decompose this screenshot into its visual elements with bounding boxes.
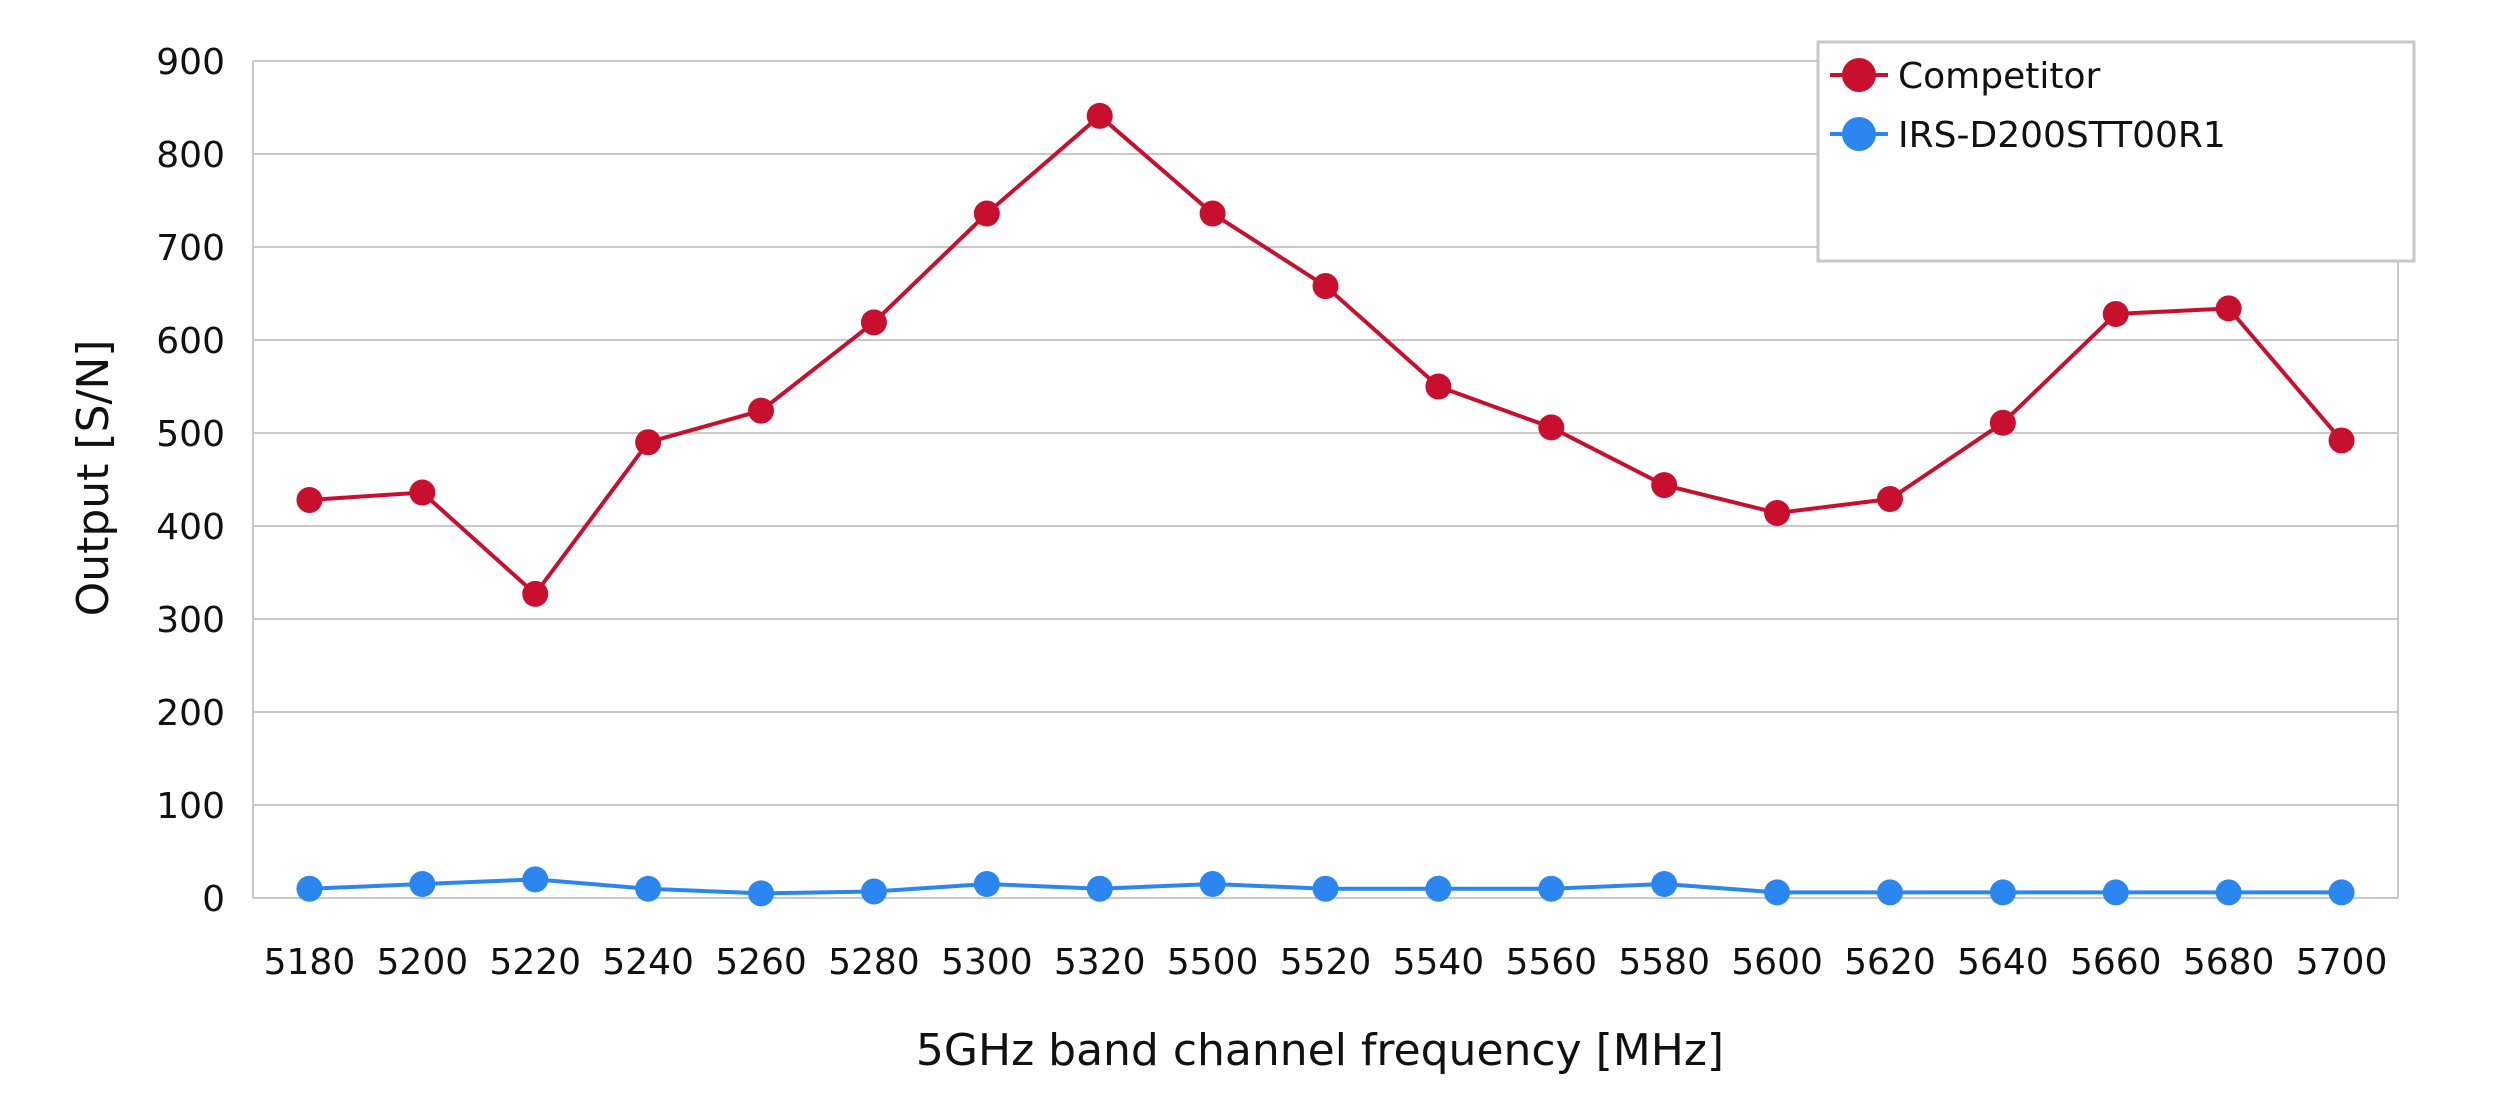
data-point xyxy=(635,875,662,902)
y-tick-label: 600 xyxy=(156,321,225,362)
y-tick-label: 500 xyxy=(156,414,225,455)
data-point xyxy=(635,429,662,456)
x-tick-label: 5300 xyxy=(941,942,1033,983)
data-point xyxy=(1538,414,1565,441)
data-point xyxy=(1764,879,1791,906)
x-tick-label: 5640 xyxy=(1957,942,2049,983)
data-point xyxy=(1651,472,1678,499)
data-point xyxy=(1086,102,1113,129)
data-point xyxy=(522,580,549,607)
data-point xyxy=(1086,875,1113,902)
data-point xyxy=(522,866,549,893)
data-point xyxy=(1876,879,1903,906)
data-point xyxy=(2102,300,2129,327)
x-tick-label: 5260 xyxy=(715,942,807,983)
x-tick-label: 5520 xyxy=(1280,942,1372,983)
data-point xyxy=(2215,879,2242,906)
y-tick-label: 300 xyxy=(156,600,225,641)
x-tick-label: 5580 xyxy=(1618,942,1710,983)
legend-marker xyxy=(1842,117,1876,151)
series-layer xyxy=(296,102,2355,907)
x-tick-label: 5600 xyxy=(1731,942,1823,983)
x-tick-label: 5200 xyxy=(377,942,469,983)
legend-items: Competitor IRS-D200STT00R1 xyxy=(1830,56,2226,156)
legend-marker xyxy=(1842,58,1876,92)
x-tick-label: 5700 xyxy=(2296,942,2388,983)
legend-item: IRS-D200STT00R1 xyxy=(1830,115,2226,156)
data-point xyxy=(1425,373,1452,400)
data-point xyxy=(1199,200,1226,227)
data-point xyxy=(748,397,775,424)
data-point xyxy=(1425,875,1452,902)
series-1 xyxy=(296,102,2355,607)
data-point xyxy=(1538,875,1565,902)
data-point xyxy=(409,871,436,898)
data-point xyxy=(2328,427,2355,454)
data-point xyxy=(1764,499,1791,526)
y-tick-label: 0 xyxy=(202,879,225,920)
data-point xyxy=(296,875,323,902)
data-point xyxy=(1312,273,1339,300)
x-tick-label: 5220 xyxy=(489,942,581,983)
y-axis-ticks: 0 100 200 300 400 500 600 700 800 900 xyxy=(156,42,225,920)
data-point xyxy=(1989,409,2016,436)
x-tick-label: 5500 xyxy=(1167,942,1259,983)
x-tick-label: 5660 xyxy=(2070,942,2162,983)
data-point xyxy=(973,871,1000,898)
legend-label: Competitor xyxy=(1898,56,2100,97)
y-tick-label: 900 xyxy=(156,42,225,83)
data-point xyxy=(860,309,887,336)
legend-box xyxy=(1816,40,2416,263)
data-point xyxy=(860,878,887,905)
x-tick-label: 5540 xyxy=(1393,942,1485,983)
data-point xyxy=(1989,879,2016,906)
data-point xyxy=(409,479,436,506)
data-point xyxy=(1312,875,1339,902)
data-point xyxy=(2102,879,2129,906)
legend: Competitor IRS-D200STT00R1 xyxy=(1816,40,2416,263)
data-point xyxy=(1876,486,1903,513)
data-point xyxy=(2215,295,2242,322)
y-axis-title: Output [S/N] xyxy=(68,340,119,617)
x-axis-ticks: 5180 5200 5220 5240 5260 5280 5300 5320 5500 5520… xyxy=(264,942,2388,983)
y-tick-label: 100 xyxy=(156,786,225,827)
data-point xyxy=(748,880,775,907)
x-tick-label: 5680 xyxy=(2183,942,2275,983)
y-tick-label: 200 xyxy=(156,693,225,734)
x-tick-label: 5180 xyxy=(264,942,356,983)
x-tick-label: 5280 xyxy=(828,942,920,983)
x-tick-label: 5320 xyxy=(1054,942,1146,983)
series-2 xyxy=(296,866,2355,907)
legend-item: Competitor xyxy=(1830,56,2100,97)
y-tick-label: 400 xyxy=(156,507,225,548)
legend-label: IRS-D200STT00R1 xyxy=(1898,115,2226,156)
data-point xyxy=(1199,871,1226,898)
data-point xyxy=(296,486,323,513)
y-tick-label: 800 xyxy=(156,135,225,176)
y-tick-label: 700 xyxy=(156,228,225,269)
data-point xyxy=(1651,871,1678,898)
data-point xyxy=(2328,879,2355,906)
x-tick-label: 5560 xyxy=(1505,942,1597,983)
x-axis-title: 5GHz band channel frequency [MHz] xyxy=(916,1025,1724,1076)
x-tick-label: 5240 xyxy=(602,942,694,983)
x-tick-label: 5620 xyxy=(1844,942,1936,983)
data-point xyxy=(973,200,1000,227)
